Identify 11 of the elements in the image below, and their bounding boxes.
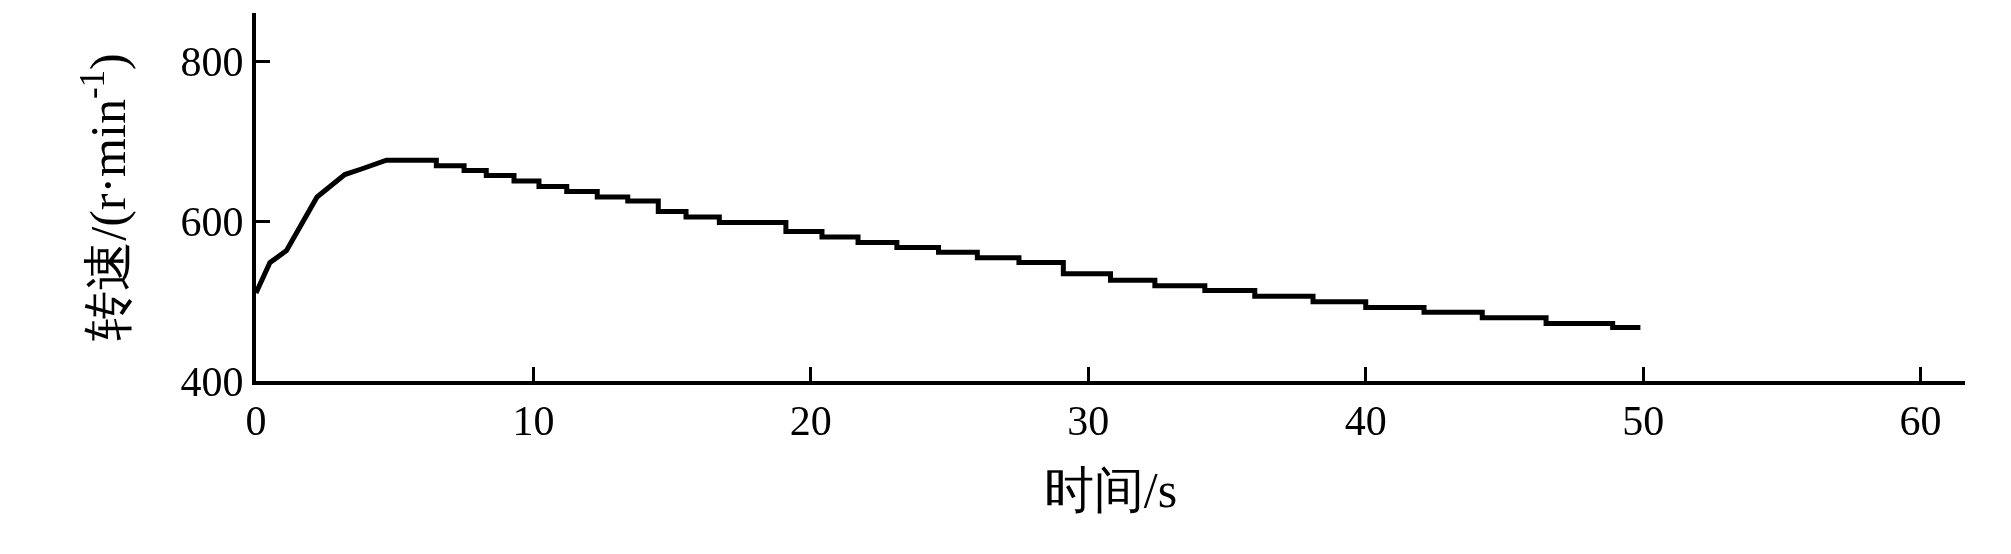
- y-tick-label: 400: [180, 358, 244, 405]
- x-tick-label: 60: [1899, 398, 1942, 445]
- x-tick-label: 30: [1067, 398, 1110, 445]
- x-axis-title: 时间/s: [1043, 462, 1178, 519]
- x-tick-label: 10: [512, 398, 555, 445]
- x-tick-label: 40: [1344, 398, 1387, 445]
- y-tick-label: 600: [180, 198, 244, 245]
- x-tick-label: 0: [245, 398, 267, 445]
- x-tick-label: 20: [789, 398, 832, 445]
- x-tick-label: 50: [1622, 398, 1665, 445]
- y-tick-label: 800: [180, 38, 244, 85]
